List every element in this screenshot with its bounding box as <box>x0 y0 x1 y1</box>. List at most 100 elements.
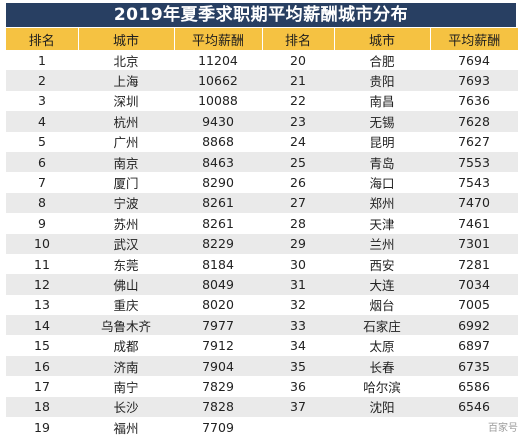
left-city-cell: 南宁 <box>78 376 174 397</box>
left-salary-cell: 8868 <box>174 131 262 152</box>
left-rank-cell: 8 <box>6 192 78 214</box>
left-city-cell: 南京 <box>78 151 174 173</box>
left-rank-cell: 4 <box>6 111 78 132</box>
right-rank-cell: 20 <box>262 50 334 71</box>
table-row: 1 北京 11204 20 合肥 7694 <box>6 50 518 71</box>
table-row: 7 厦门 8290 26 海口 7543 <box>6 172 518 193</box>
left-city-cell: 北京 <box>78 50 174 71</box>
right-salary-cell: 7034 <box>430 274 518 295</box>
table-row: 5 广州 8868 24 昆明 7627 <box>6 131 518 152</box>
header-rank-right: 排名 <box>262 28 335 50</box>
right-city-cell: 合肥 <box>334 50 430 71</box>
left-city-cell: 宁波 <box>78 192 174 214</box>
right-salary-cell: 7627 <box>430 131 518 152</box>
left-rank-cell: 14 <box>6 315 78 336</box>
right-city-cell: 大连 <box>334 274 430 295</box>
left-salary-cell: 10662 <box>174 70 262 91</box>
table-header-row: 排名 城市 平均薪酬 排名 城市 平均薪酬 <box>6 28 518 50</box>
right-salary-cell: 7470 <box>430 192 518 214</box>
table-row: 4 杭州 9430 23 无锡 7628 <box>6 111 518 132</box>
table-row: 13 重庆 8020 32 烟台 7005 <box>6 294 518 316</box>
right-city-cell: 石家庄 <box>334 315 430 336</box>
right-rank-cell: 37 <box>262 396 334 418</box>
left-city-cell: 长沙 <box>78 396 174 418</box>
right-salary-cell: 7628 <box>430 111 518 132</box>
left-salary-cell: 8261 <box>174 192 262 214</box>
table-row: 15 成都 7912 34 太原 6897 <box>6 335 518 356</box>
left-salary-cell: 10088 <box>174 90 262 112</box>
left-city-cell: 武汉 <box>78 233 174 254</box>
right-rank-cell: 24 <box>262 131 334 152</box>
table-row: 19 福州 7709 <box>6 417 518 437</box>
left-city-cell: 福州 <box>78 417 174 437</box>
table-row: 6 南京 8463 25 青岛 7553 <box>6 151 518 173</box>
left-rank-cell: 10 <box>6 233 78 254</box>
right-rank-cell: 27 <box>262 192 334 214</box>
right-rank-cell: 31 <box>262 274 334 295</box>
right-salary-cell: 6992 <box>430 315 518 336</box>
right-rank-cell: 35 <box>262 355 334 377</box>
left-salary-cell: 8184 <box>174 253 262 275</box>
table-row: 12 佛山 8049 31 大连 7034 <box>6 274 518 295</box>
left-salary-cell: 7912 <box>174 335 262 356</box>
left-city-cell: 佛山 <box>78 274 174 295</box>
table-body: 1 北京 11204 20 合肥 7694 2 上海 10662 21 贵阳 7693 3 深圳 10088… <box>6 50 518 437</box>
left-rank-cell: 15 <box>6 335 78 356</box>
left-rank-cell: 12 <box>6 274 78 295</box>
right-salary-cell: 6546 <box>430 396 518 418</box>
header-city-right: 城市 <box>334 28 431 50</box>
table-row: 2 上海 10662 21 贵阳 7693 <box>6 70 518 91</box>
right-rank-cell: 32 <box>262 294 334 316</box>
right-city-cell: 青岛 <box>334 151 430 173</box>
left-salary-cell: 8463 <box>174 151 262 173</box>
left-rank-cell: 2 <box>6 70 78 91</box>
left-city-cell: 苏州 <box>78 213 174 234</box>
table-row: 16 济南 7904 35 长春 6735 <box>6 355 518 377</box>
right-salary-cell: 6586 <box>430 376 518 397</box>
left-salary-cell: 8229 <box>174 233 262 254</box>
right-city-cell: 天津 <box>334 213 430 234</box>
left-city-cell: 上海 <box>78 70 174 91</box>
left-salary-cell: 8020 <box>174 294 262 316</box>
right-city-cell: 无锡 <box>334 111 430 132</box>
left-salary-cell: 7904 <box>174 355 262 377</box>
right-salary-cell: 7005 <box>430 294 518 316</box>
left-rank-cell: 5 <box>6 131 78 152</box>
table-row: 9 苏州 8261 28 天津 7461 <box>6 213 518 234</box>
right-salary-cell: 7301 <box>430 233 518 254</box>
right-rank-cell: 22 <box>262 90 334 112</box>
salary-table: 排名 城市 平均薪酬 排名 城市 平均薪酬 1 北京 11204 20 合肥 7694 2 上… <box>6 28 518 437</box>
right-city-cell: 西安 <box>334 253 430 275</box>
left-rank-cell: 17 <box>6 376 78 397</box>
left-rank-cell: 6 <box>6 151 78 173</box>
right-salary-cell: 6897 <box>430 335 518 356</box>
left-salary-cell: 11204 <box>174 50 262 71</box>
right-city-cell: 南昌 <box>334 90 430 112</box>
left-salary-cell: 7829 <box>174 376 262 397</box>
header-city-left: 城市 <box>78 28 175 50</box>
header-salary-right: 平均薪酬 <box>430 28 518 50</box>
left-city-cell: 东莞 <box>78 253 174 275</box>
right-salary-cell: 7693 <box>430 70 518 91</box>
left-city-cell: 深圳 <box>78 90 174 112</box>
right-rank-cell <box>262 417 334 437</box>
left-city-cell: 广州 <box>78 131 174 152</box>
right-rank-cell: 25 <box>262 151 334 173</box>
left-salary-cell: 7977 <box>174 315 262 336</box>
left-rank-cell: 19 <box>6 417 78 437</box>
right-salary-cell: 7543 <box>430 172 518 193</box>
left-rank-cell: 18 <box>6 396 78 418</box>
table-row: 18 长沙 7828 37 沈阳 6546 <box>6 396 518 418</box>
left-rank-cell: 13 <box>6 294 78 316</box>
table-row: 10 武汉 8229 29 兰州 7301 <box>6 233 518 254</box>
left-rank-cell: 7 <box>6 172 78 193</box>
left-city-cell: 杭州 <box>78 111 174 132</box>
table-row: 8 宁波 8261 27 郑州 7470 <box>6 192 518 214</box>
right-city-cell: 郑州 <box>334 192 430 214</box>
table-row: 3 深圳 10088 22 南昌 7636 <box>6 90 518 112</box>
page-title: 2019年夏季求职期平均薪酬城市分布 <box>6 3 516 27</box>
right-rank-cell: 30 <box>262 253 334 275</box>
right-salary-cell: 7553 <box>430 151 518 173</box>
right-rank-cell: 21 <box>262 70 334 91</box>
